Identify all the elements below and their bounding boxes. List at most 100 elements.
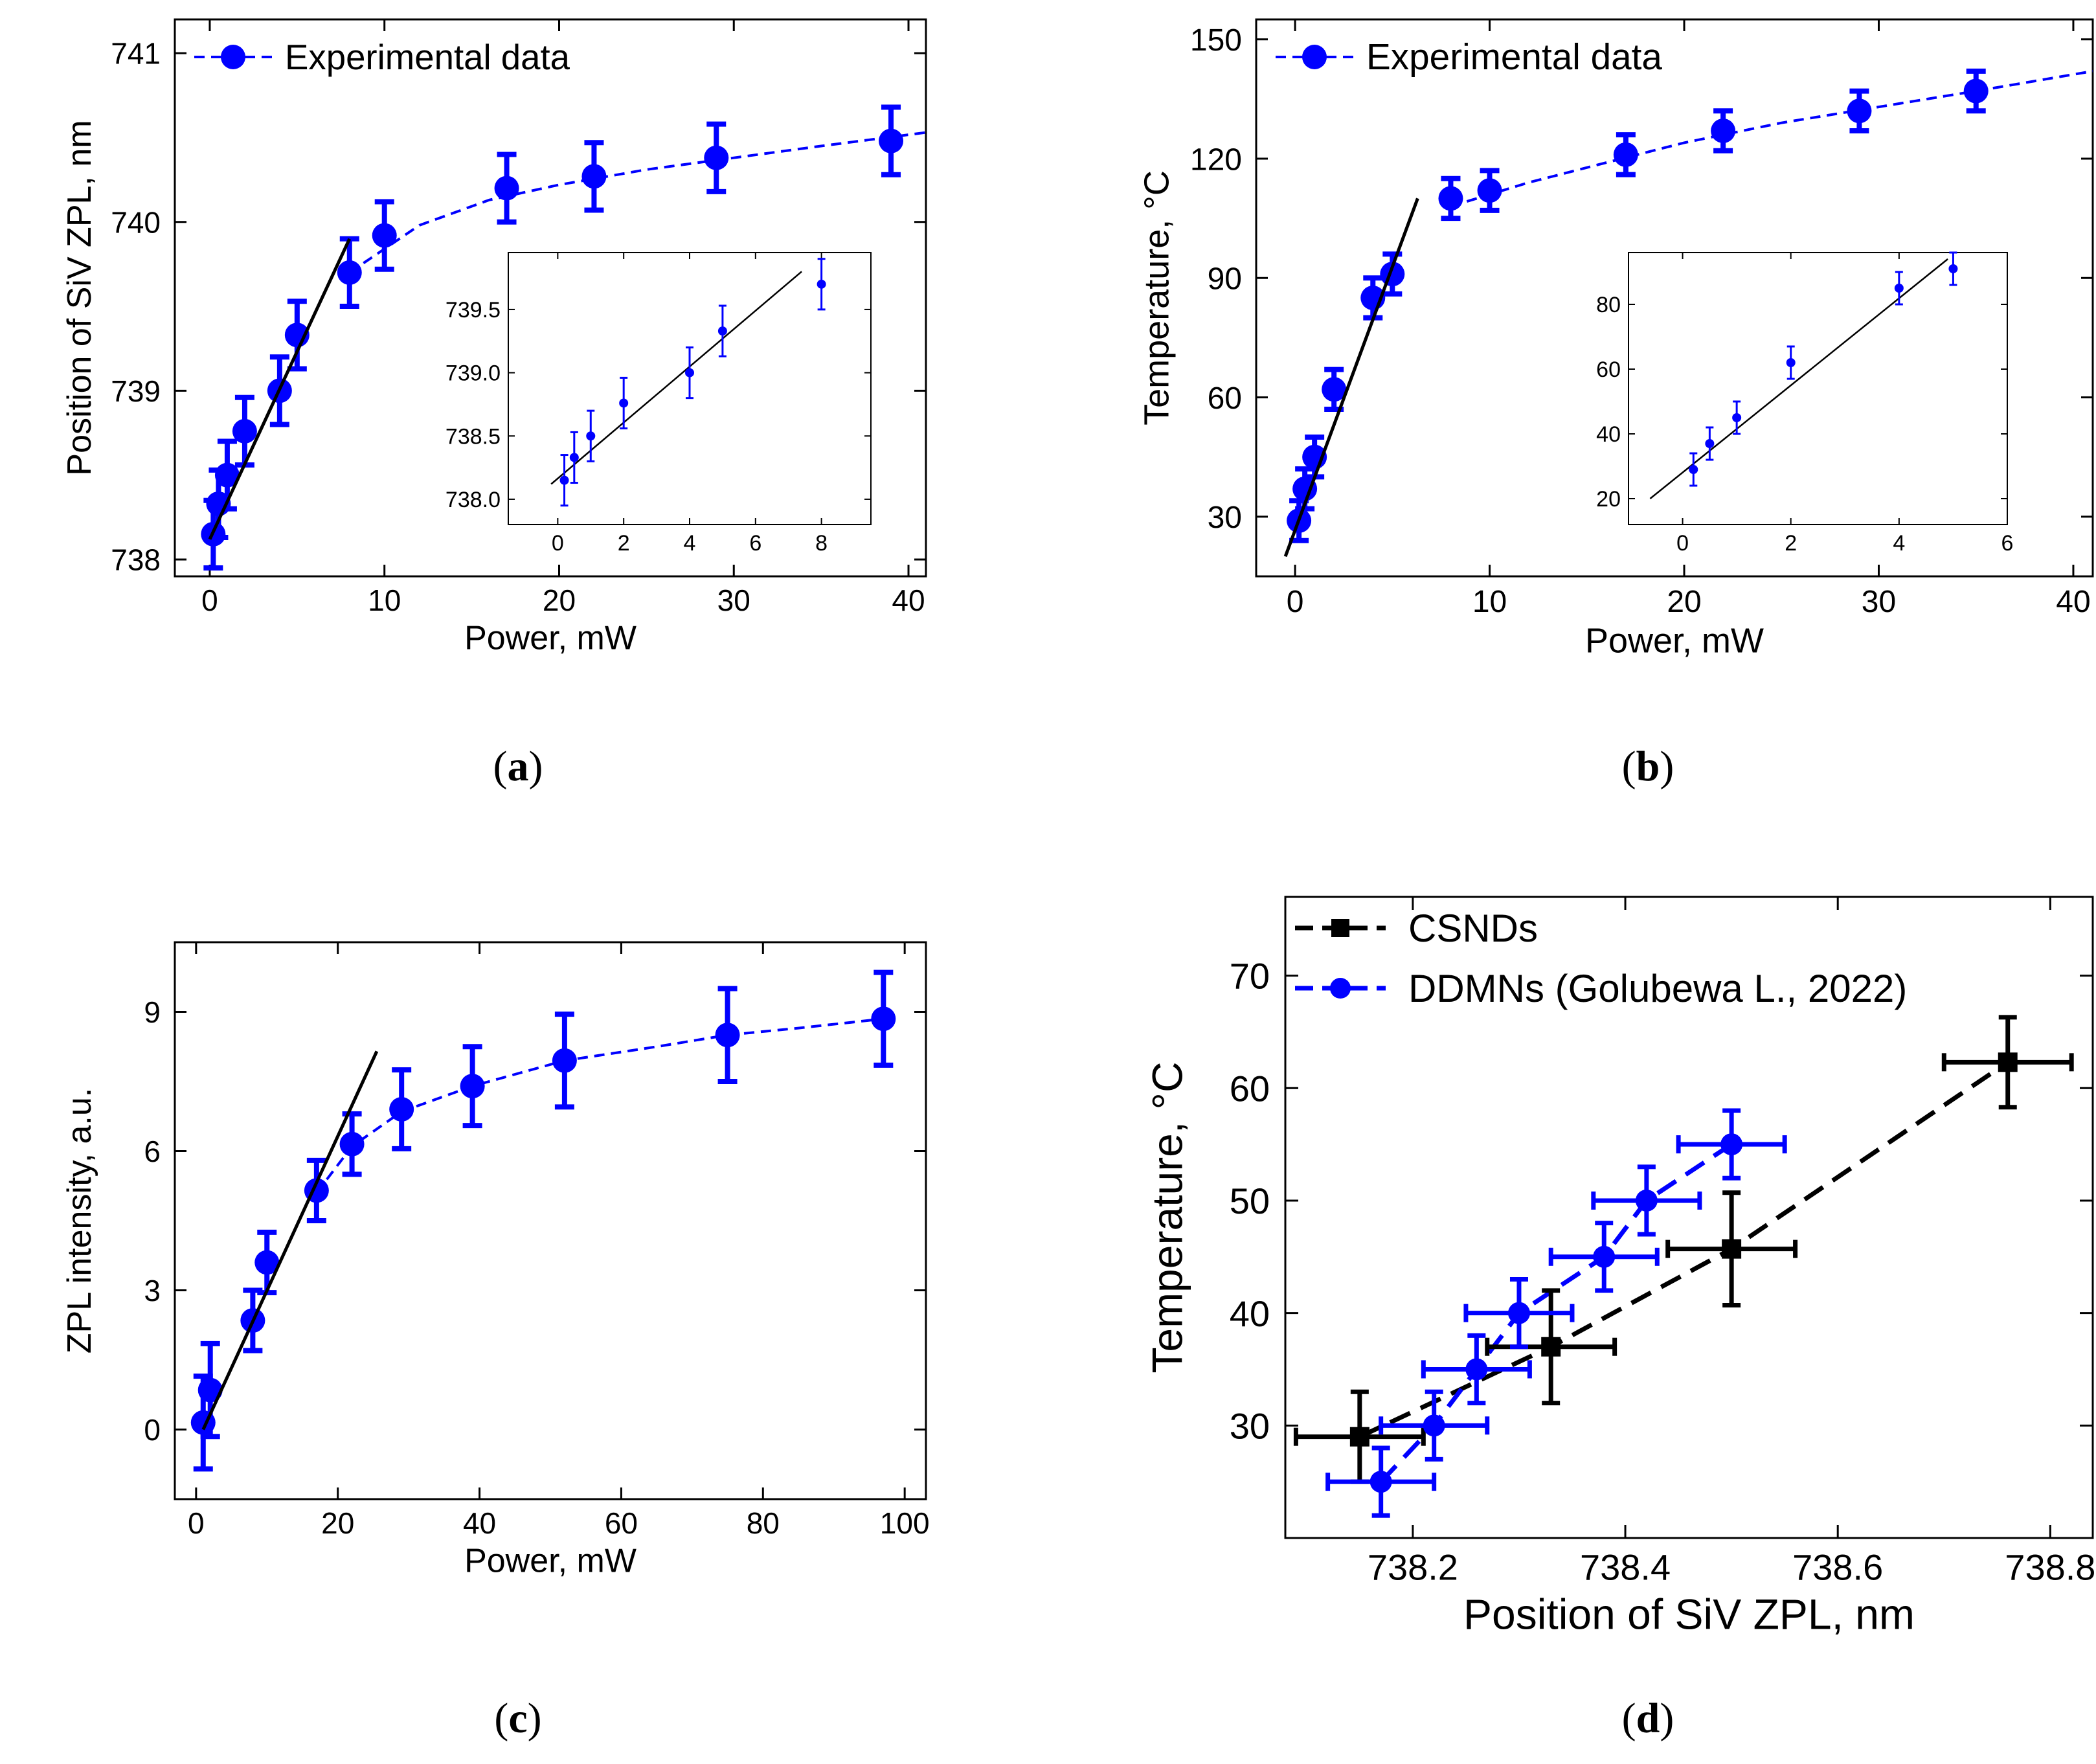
inset-data-point <box>685 368 694 378</box>
ddmns-data-point <box>1369 1471 1392 1493</box>
x-tick-label: 30 <box>1862 585 1896 619</box>
x-tick-label: 738.2 <box>1368 1546 1458 1587</box>
inset-y-tick-label: 20 <box>1596 487 1621 512</box>
ddmns-data-point <box>1465 1358 1488 1381</box>
y-tick-label: 150 <box>1190 23 1242 58</box>
x-tick-label: 20 <box>543 583 576 617</box>
csnds-data-point <box>1722 1239 1742 1259</box>
y-tick-label: 60 <box>1230 1068 1270 1109</box>
inset-y-tick-label: 739.0 <box>445 361 501 386</box>
inset-x-tick-label: 0 <box>552 531 564 556</box>
legend-csnds-label: CSNDs <box>1408 907 1538 950</box>
inset-y-tick-label: 738.0 <box>445 488 501 512</box>
ddmns-data-point <box>1423 1414 1445 1437</box>
legend-label: Experimental data <box>1366 37 1662 78</box>
inset-data-point <box>586 431 596 441</box>
y-tick-label: 741 <box>111 37 161 71</box>
x-axis-label: Power, mW <box>1585 621 1764 660</box>
legend-label: Experimental data <box>285 38 570 77</box>
x-axis-label: Power, mW <box>464 1543 637 1580</box>
inset-chart: 0 2 4 6 8 738.0 738.5 739.0 739.5 <box>445 252 872 556</box>
ddmns-data-point <box>1720 1133 1743 1156</box>
ddmns-data-point <box>1507 1302 1530 1324</box>
x-tick-label: 0 <box>1287 585 1304 619</box>
inset-y-tick-label: 80 <box>1596 293 1621 317</box>
x-tick-label: 738.6 <box>1792 1546 1883 1587</box>
x-tick-label: 20 <box>321 1506 354 1540</box>
inset-x-tick-label: 6 <box>2001 531 2014 556</box>
csnds-dashed-line <box>1358 1060 2009 1439</box>
data-point <box>552 1048 577 1073</box>
inset-data-point <box>1732 413 1742 422</box>
inset-data-point <box>1689 465 1698 474</box>
x-tick-label: 738.4 <box>1580 1546 1671 1587</box>
data-point <box>197 1377 223 1403</box>
x-tick-label: 80 <box>747 1506 780 1540</box>
x-tick-label: 40 <box>2056 585 2090 619</box>
x-tick-label: 100 <box>880 1506 930 1540</box>
inset-y-tick-label: 738.5 <box>445 424 501 449</box>
x-tick-label: 40 <box>463 1506 496 1540</box>
csnds-data-point <box>1349 1427 1369 1447</box>
y-tick-label: 6 <box>144 1135 161 1168</box>
panel-label-d: (d) <box>1622 1695 1674 1742</box>
legend-marker <box>221 45 245 69</box>
inset-x-tick-label: 0 <box>1676 531 1689 556</box>
y-tick-label: 40 <box>1230 1293 1270 1334</box>
inset-data-point <box>817 279 826 289</box>
inset-data-point <box>1705 439 1715 448</box>
fit-dashed-line <box>1450 69 2093 208</box>
ddmns-data-point <box>1635 1189 1658 1212</box>
inset-y-tick-label: 60 <box>1596 357 1621 382</box>
fit-dashed-line <box>348 131 927 274</box>
inset-data-point <box>619 398 629 408</box>
data-point <box>1477 178 1502 203</box>
x-axis-label: Power, mW <box>464 620 637 657</box>
data-point <box>232 418 257 444</box>
panel-label-b: (b) <box>1622 743 1674 790</box>
data-point <box>1711 119 1736 143</box>
inset-x-tick-label: 4 <box>684 531 696 556</box>
y-tick-label: 9 <box>144 995 161 1029</box>
y-axis-label: ZPL intensity, a.u. <box>61 1088 98 1353</box>
plot-frame <box>1284 896 2094 1539</box>
panel-label-c: (c) <box>494 1695 541 1742</box>
inset-data-point <box>1948 264 1958 273</box>
ddmns-data-point <box>1593 1245 1616 1268</box>
inset-y-tick-label: 40 <box>1596 422 1621 447</box>
y-tick-label: 70 <box>1230 956 1270 997</box>
plot-frame <box>174 941 927 1500</box>
data-point <box>871 1006 896 1032</box>
fit-solid-line <box>208 238 352 540</box>
inset-chart: 0 2 4 6 20 40 60 80 <box>1596 251 2014 556</box>
y-axis-label: Temperature, °C <box>1144 1061 1191 1373</box>
data-point <box>389 1097 414 1122</box>
x-tick-label: 40 <box>892 583 925 617</box>
csnds-data-point <box>1541 1337 1561 1357</box>
y-axis-label: Temperature, °C <box>1138 170 1177 425</box>
legend-marker <box>1302 45 1327 69</box>
inset-fit-line <box>550 271 802 485</box>
data-point <box>1847 98 1872 124</box>
x-tick-label: 10 <box>1472 585 1507 619</box>
y-axis-label: Position of SiV ZPL, nm <box>61 120 98 475</box>
data-point <box>581 164 607 189</box>
data-point <box>1322 377 1347 402</box>
data-point <box>1963 78 1989 104</box>
inset-x-tick-label: 6 <box>749 531 761 556</box>
y-tick-label: 739 <box>111 374 161 408</box>
x-tick-label: 30 <box>717 583 750 617</box>
data-point <box>715 1023 740 1048</box>
data-point <box>337 260 362 285</box>
inset-data-point <box>559 475 569 485</box>
y-tick-label: 30 <box>1230 1405 1270 1446</box>
legend-csnds-marker <box>1331 919 1349 937</box>
chart-panel-c: 0 20 40 60 80 100 0 3 6 9 Power, mW ZPL intensity, … <box>61 941 930 1580</box>
data-point <box>879 128 904 153</box>
fit-solid-line <box>1283 198 1419 558</box>
data-point <box>254 1250 280 1275</box>
x-axis-label: Position of SiV ZPL, nm <box>1463 1590 1915 1638</box>
inset-data-point <box>1786 358 1796 367</box>
inset-x-tick-label: 8 <box>815 531 828 556</box>
